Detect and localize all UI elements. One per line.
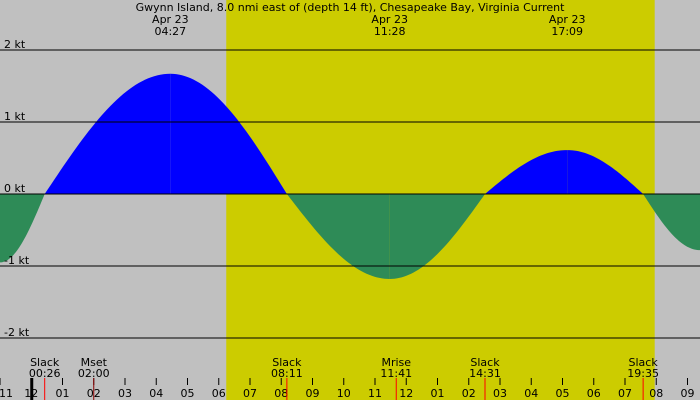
y-tick-label: 1 kt <box>4 110 26 123</box>
ebb-area <box>0 194 45 263</box>
peak-time-label: 04:27 <box>154 25 186 38</box>
peak-time-label: 17:09 <box>551 25 583 38</box>
y-tick-label: -2 kt <box>4 326 30 339</box>
x-tick-label: 09 <box>681 387 695 400</box>
ebb-area <box>286 194 390 279</box>
y-tick-label: -1 kt <box>4 254 30 267</box>
x-tick-label: 01 <box>56 387 70 400</box>
event-time-label: 08:11 <box>271 367 303 380</box>
y-axis-labels: 2 kt 1 kt 0 kt -1 kt -2 kt <box>4 38 30 339</box>
event-time-label: 14:31 <box>469 367 501 380</box>
event-labels: Slack00:26Mset02:00Slack08:11Mrise11:41S… <box>29 356 659 380</box>
peak-date-label: Apr 23 <box>152 13 189 26</box>
midnight-marker <box>30 378 34 400</box>
event-label: Slack <box>629 356 659 369</box>
x-tick-label: 08 <box>274 387 288 400</box>
peak-date-label: Apr 23 <box>549 13 586 26</box>
event-label: Slack <box>30 356 60 369</box>
event-time-label: 00:26 <box>29 367 61 380</box>
flood-area <box>567 150 644 194</box>
y-tick-label: 0 kt <box>4 182 26 195</box>
x-tick-label: 08 <box>649 387 663 400</box>
event-time-label: 19:35 <box>627 367 659 380</box>
event-label: Mrise <box>381 356 411 369</box>
peak-time-label: 11:28 <box>374 25 406 38</box>
event-time-label: 11:41 <box>380 367 412 380</box>
flood-area <box>170 73 287 194</box>
x-tick-label: 02 <box>462 387 476 400</box>
peak-date-label: Apr 23 <box>371 13 408 26</box>
x-tick-label: 07 <box>618 387 632 400</box>
x-tick-label: 05 <box>181 387 195 400</box>
x-tick-label: 07 <box>243 387 257 400</box>
flood-area <box>44 73 171 194</box>
event-time-label: 02:00 <box>78 367 110 380</box>
x-tick-label: 03 <box>493 387 507 400</box>
flood-area <box>485 150 568 194</box>
y-tick-label: 2 kt <box>4 38 26 51</box>
chart-title: Gwynn Island, 8.0 nmi east of (depth 14 … <box>136 1 566 14</box>
event-label: Slack <box>470 356 500 369</box>
x-tick-label: 04 <box>149 387 163 400</box>
ebb-area <box>643 194 700 251</box>
grid-lines <box>0 49 700 339</box>
x-tick-label: 06 <box>587 387 601 400</box>
event-label: Slack <box>272 356 302 369</box>
x-tick-label: 11 <box>0 387 13 400</box>
x-tick-label: 12 <box>399 387 413 400</box>
x-tick-label: 05 <box>556 387 570 400</box>
x-tick-label: 10 <box>337 387 351 400</box>
x-tick-label: 03 <box>118 387 132 400</box>
x-tick-label: 06 <box>212 387 226 400</box>
ebb-area <box>389 194 485 279</box>
x-tick-label: 11 <box>368 387 382 400</box>
x-tick-label: 01 <box>431 387 445 400</box>
current-areas <box>0 73 700 279</box>
x-tick-label: 09 <box>306 387 320 400</box>
x-axis: 1112010203040506070809101112010203040506… <box>0 378 695 400</box>
event-label: Mset <box>81 356 108 369</box>
x-tick-label: 04 <box>524 387 538 400</box>
